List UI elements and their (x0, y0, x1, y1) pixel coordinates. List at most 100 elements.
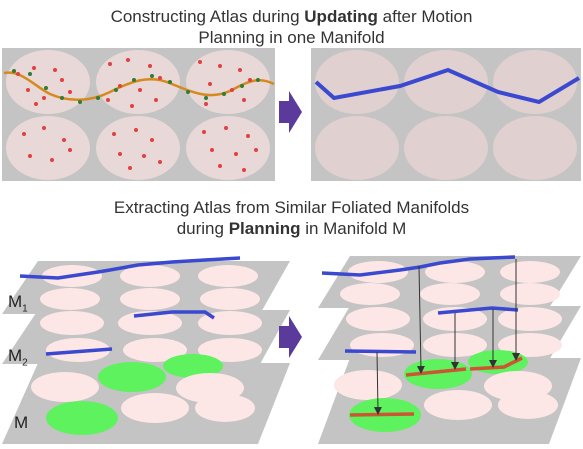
chart-ellipse (500, 261, 560, 283)
sample-dot (130, 104, 134, 108)
top-caption-bold: Updating (304, 7, 378, 26)
chart-ellipse (40, 288, 100, 310)
path-sample-dot (114, 88, 118, 92)
atlas-chart-segments (314, 67, 581, 105)
chart-ellipse (200, 288, 260, 310)
sample-dot (158, 76, 162, 80)
label-m-text: M (14, 413, 29, 432)
sample-dot (32, 66, 36, 70)
label-m2-text: M (8, 346, 23, 365)
path-sample-dot (132, 78, 136, 82)
sample-dot (142, 154, 146, 158)
chart-ellipse (6, 50, 90, 114)
sample-dot (68, 90, 72, 94)
chart-ellipse-reused (163, 354, 223, 378)
chart-ellipse (404, 116, 488, 180)
transferred-chart-segment (405, 367, 467, 377)
chart-ellipse (186, 116, 270, 180)
right-arrow-icon (279, 316, 302, 358)
bottom-caption-bold: Planning (228, 219, 301, 238)
path-sample-dot (240, 84, 244, 88)
sample-dot (224, 126, 228, 130)
chart-ellipse (121, 393, 189, 423)
sample-dot (234, 152, 238, 156)
chart-ellipse (198, 338, 262, 362)
chart-ellipse (198, 265, 258, 287)
path-sample-dot (12, 69, 16, 73)
atlas-chart-segments (19, 256, 241, 280)
chart-ellipse (315, 50, 399, 114)
sample-dot (112, 132, 116, 136)
sample-dot (242, 98, 246, 102)
sample-dot (150, 138, 154, 142)
path-sample-dot (186, 90, 190, 94)
top-caption: Constructing Atlas during Updating after… (0, 6, 583, 48)
chart-ellipse-reused (468, 350, 528, 374)
sample-dot (60, 78, 64, 82)
sample-dot (238, 68, 242, 72)
chart-ellipse (118, 311, 182, 335)
right-arrow-icon (279, 91, 302, 133)
atlas-chart-segments (437, 306, 519, 315)
chart-ellipse (404, 50, 488, 114)
chart-ellipse (123, 338, 187, 362)
sample-dot (198, 60, 202, 64)
transferred-chart-segment (469, 356, 523, 371)
sample-dot (28, 154, 32, 158)
chart-ellipse (6, 116, 90, 180)
foliated-stack-left (2, 256, 290, 444)
projection-arrow (373, 351, 382, 415)
label-m2-sub: 2 (22, 357, 28, 369)
chart-ellipse (96, 116, 180, 180)
path-sample-dot (60, 96, 64, 100)
sample-dot (158, 160, 162, 164)
chart-ellipse (424, 390, 492, 420)
bottom-caption: Extracting Atlas from Similar Foliated M… (0, 197, 583, 239)
sample-dot (26, 88, 30, 92)
atlas-panel-right (311, 48, 581, 181)
path-sample-dot (204, 96, 208, 100)
bottom-caption-line1: Extracting Atlas from Similar Foliated M… (113, 198, 470, 217)
sample-dot (154, 98, 158, 102)
chart-ellipse (31, 372, 99, 402)
chart-ellipse (493, 116, 577, 180)
chart-ellipse (120, 288, 180, 310)
sample-dot (134, 128, 138, 132)
sample-dot (118, 84, 122, 88)
label-m1-text: M (8, 292, 23, 311)
chart-ellipse (498, 333, 562, 357)
sample-dot (218, 164, 222, 168)
path-sample-dot (44, 86, 48, 90)
sample-dot (50, 158, 54, 162)
chart-ellipse (498, 307, 562, 331)
sample-dot (16, 72, 20, 76)
sample-dot (138, 88, 142, 92)
label-m: M (14, 413, 28, 433)
sample-points (16, 58, 258, 172)
sample-dot (53, 68, 57, 72)
top-caption-post: after Motion (377, 7, 473, 26)
sample-dot (108, 62, 112, 66)
path-sample-dot (150, 74, 154, 78)
sample-dot (254, 148, 258, 152)
chart-ellipse (40, 311, 104, 335)
chart-ellipse-reused (46, 401, 118, 435)
atlas-chart-segment (45, 347, 113, 356)
chart-ellipse (500, 283, 560, 305)
sample-dot (126, 58, 130, 62)
chart-ellipse (186, 50, 270, 114)
bottom-caption-post: in Manifold M (300, 219, 407, 238)
sample-dot (148, 64, 152, 68)
sample-dot (22, 132, 26, 136)
sample-dot (62, 138, 66, 142)
foliated-stack-right (318, 255, 581, 444)
path-sample-dot (256, 78, 260, 82)
sample-dot (210, 148, 214, 152)
atlas-chart-segments (133, 310, 215, 320)
chart-ellipse (493, 50, 577, 114)
transferred-chart-segment (349, 412, 415, 417)
chart-ellipse (420, 283, 480, 305)
sample-dot (204, 102, 208, 106)
sample-dot (118, 152, 122, 156)
